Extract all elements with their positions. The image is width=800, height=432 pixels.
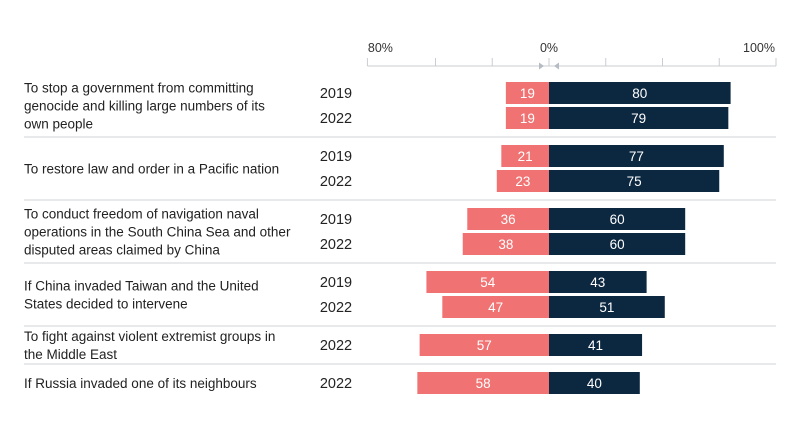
year-label: 2019 [320, 275, 352, 291]
bar-negative [462, 233, 549, 255]
bar-negative [417, 372, 549, 394]
bar-negative-value: 19 [520, 111, 535, 126]
bar-row: 2019 36 60 [320, 208, 686, 230]
chart-rows: To stop a government from committing geno… [24, 81, 776, 394]
bar-negative-value: 57 [477, 338, 492, 353]
bar-positive-value: 40 [587, 376, 602, 391]
bar-negative [501, 145, 549, 167]
bar-negative [467, 208, 549, 230]
year-label: 2022 [320, 237, 352, 253]
question-label: If Russia invaded one of its neighbours [24, 376, 257, 391]
year-label: 2019 [320, 86, 352, 102]
year-label: 2019 [320, 149, 352, 165]
bar-positive [549, 170, 720, 192]
bar-positive [549, 233, 686, 255]
bar-positive-value: 77 [629, 149, 644, 164]
axis-tick-right: 100% [743, 41, 775, 55]
bar-negative-value: 54 [480, 275, 496, 290]
bar-positive [549, 271, 647, 293]
axis-arrow-left-icon [539, 62, 544, 70]
bar-positive [549, 82, 731, 104]
question-label: To restore law and order in a Pacific na… [24, 162, 279, 177]
question-label: If China invaded Taiwan and the United St… [24, 279, 259, 312]
bar-negative-value: 21 [518, 149, 533, 164]
bar-negative-value: 36 [501, 212, 516, 227]
bar-positive-value: 80 [632, 86, 647, 101]
year-label: 2022 [320, 338, 352, 354]
bar-positive-value: 51 [599, 300, 614, 315]
year-label: 2022 [320, 174, 352, 190]
bar-negative [419, 334, 549, 356]
question-group: To conduct freedom of navigation naval op… [24, 207, 686, 258]
bar-row: 2022 38 60 [320, 233, 686, 255]
year-label: 2022 [320, 111, 352, 127]
bar-positive [549, 107, 729, 129]
year-label: 2022 [320, 300, 352, 316]
bar-positive [549, 208, 686, 230]
bar-positive-value: 60 [610, 237, 625, 252]
bar-negative [496, 170, 549, 192]
bar-row: 2022 57 41 [320, 334, 643, 356]
bar-positive-value: 41 [588, 338, 603, 353]
question-group: To stop a government from committing geno… [24, 81, 731, 132]
bar-row: 2019 19 80 [320, 82, 731, 104]
question-label: To conduct freedom of navigation naval op… [24, 207, 291, 258]
bar-row: 2022 19 79 [320, 107, 729, 129]
axis-arrow-right-icon [554, 62, 559, 70]
bar-positive-value: 79 [631, 111, 646, 126]
bar-negative-value: 47 [488, 300, 503, 315]
bar-negative [442, 296, 549, 318]
bar-positive [549, 334, 643, 356]
question-label: To fight against violent extremist group… [24, 329, 275, 362]
bar-negative [505, 82, 549, 104]
question-group: If Russia invaded one of its neighbours 2… [24, 372, 640, 394]
bar-positive-value: 75 [627, 174, 642, 189]
year-label: 2019 [320, 212, 352, 228]
bar-positive-value: 60 [610, 212, 625, 227]
bar-negative-value: 38 [498, 237, 513, 252]
bar-row: 2022 23 75 [320, 170, 720, 192]
bar-negative-value: 19 [520, 86, 535, 101]
bar-positive [549, 296, 665, 318]
question-group: To restore law and order in a Pacific na… [24, 145, 724, 192]
bar-negative-value: 23 [515, 174, 530, 189]
axis-tick-center: 0% [540, 41, 558, 55]
bar-row: 2022 58 40 [320, 372, 640, 394]
bar-row: 2022 47 51 [320, 296, 665, 318]
bar-negative [505, 107, 549, 129]
year-label: 2022 [320, 376, 352, 392]
bar-negative [426, 271, 549, 293]
bar-positive [549, 372, 640, 394]
bar-negative-value: 58 [476, 376, 491, 391]
axis: 80% 0% 100% [366, 41, 777, 70]
bar-row: 2019 21 77 [320, 145, 724, 167]
bar-row: 2019 54 43 [320, 271, 647, 293]
question-label: To stop a government from committing geno… [24, 81, 265, 132]
axis-tick-left: 80% [368, 41, 393, 55]
bar-positive-value: 43 [590, 275, 605, 290]
bar-positive [549, 145, 724, 167]
question-group: If China invaded Taiwan and the United St… [24, 271, 665, 318]
question-group: To fight against violent extremist group… [24, 329, 643, 362]
